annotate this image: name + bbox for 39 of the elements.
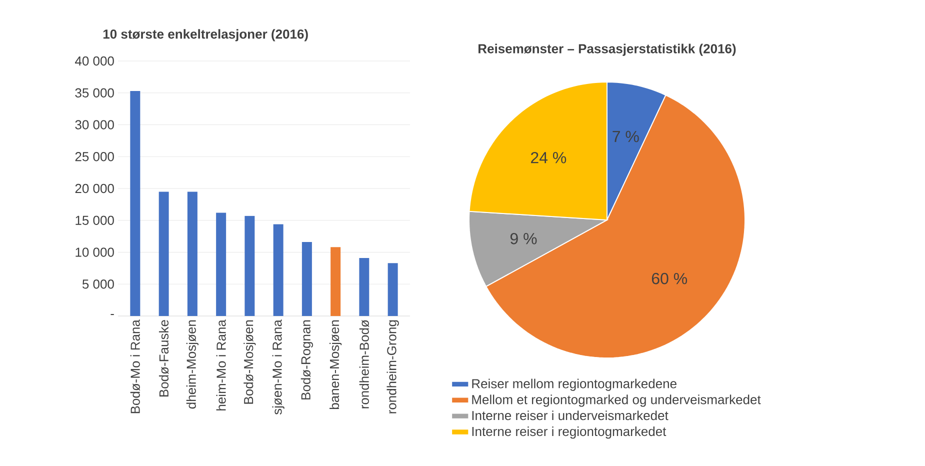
x-tick-label: dheim-Mosjøen <box>186 320 198 409</box>
bar <box>388 263 398 316</box>
y-tick-label: 30 000 <box>75 120 114 130</box>
bar <box>158 192 169 316</box>
data-label: 9 % <box>510 232 537 244</box>
legend-label: Reiser mellom regiontogmarkedene <box>472 378 676 391</box>
x-tick-label: Bodø-Fauske <box>158 320 169 396</box>
x-tick-label: rondheim-Bodø <box>359 320 370 408</box>
bar <box>216 212 226 316</box>
x-tick-label: banen-Mosjøen <box>330 320 342 410</box>
y-tick-label: 40 000 <box>75 56 114 66</box>
data-label: 24 % <box>531 152 566 164</box>
bar <box>302 242 312 316</box>
chart-title: 10 største enkeltrelasjoner (2016) <box>103 29 308 42</box>
x-tick-label: Bodø-Rognan <box>300 320 314 400</box>
legend-label: Interne reiser i regiontogmarkedet <box>472 426 666 439</box>
legend-label: Interne reiser i underveismarkedet <box>472 410 668 420</box>
bar <box>330 247 341 316</box>
x-tick-label: sjøen-Mo i Rana <box>272 320 284 415</box>
bar <box>273 224 284 316</box>
x-tick-label: heim-Mo i Rana <box>216 320 226 410</box>
bar <box>187 192 198 316</box>
bar <box>130 90 140 316</box>
y-tick-label: 25 000 <box>75 152 114 162</box>
y-tick-label: - <box>110 314 114 316</box>
chart-title: Reisemønster – Passasjerstatistikk (2016) <box>478 44 736 56</box>
x-tick-label: rondheim-Grong <box>386 320 399 414</box>
bar <box>359 258 370 316</box>
bar <box>244 216 255 316</box>
y-tick-label: 5 000 <box>82 280 114 289</box>
x-tick-label: Bodø-Mo i Rana <box>130 320 140 414</box>
y-tick-label: 15 000 <box>76 216 114 225</box>
data-label: 60 % <box>652 272 688 284</box>
y-tick-label: 10 000 <box>76 248 114 257</box>
y-tick-label: 35 000 <box>75 88 114 98</box>
data-label: 7 % <box>612 130 639 142</box>
legend-label: Mellom et regiontogmarked og underveismarkedet <box>472 394 761 407</box>
y-tick-label: 20 000 <box>75 184 114 194</box>
x-tick-label: Bodø-Mosjøen <box>244 320 256 404</box>
